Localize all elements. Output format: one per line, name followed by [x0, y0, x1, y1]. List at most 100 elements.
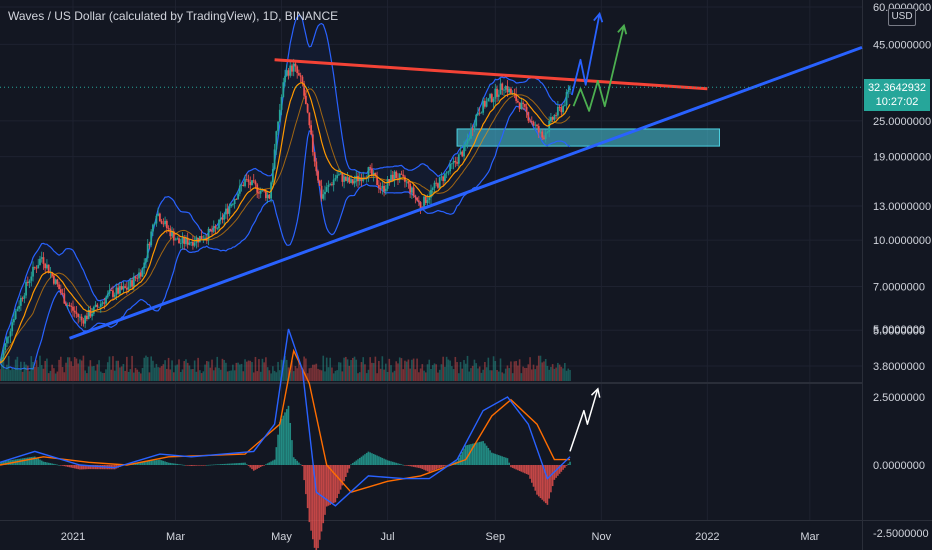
macd-histogram-bar — [567, 463, 570, 465]
volume-bar — [124, 370, 126, 381]
macd-histogram-bar — [444, 465, 446, 466]
volume-bar — [393, 370, 396, 381]
volume-bar — [539, 355, 542, 381]
volume-bar — [435, 364, 438, 381]
candle-body — [240, 184, 243, 186]
macd-histogram-bar — [91, 465, 93, 470]
volume-bar — [343, 357, 345, 381]
candle-body — [483, 100, 486, 107]
candle-body — [515, 93, 518, 101]
candle-body — [113, 294, 116, 297]
currency-badge[interactable]: USD — [888, 8, 916, 26]
candle-body — [258, 192, 260, 194]
candle-body — [299, 75, 302, 77]
volume-bar — [466, 355, 469, 381]
volume-bar — [178, 359, 180, 381]
volume-bar — [543, 361, 545, 381]
candle-body — [332, 179, 335, 186]
candle-body — [223, 214, 226, 220]
candle-body — [110, 290, 113, 292]
macd-histogram-bar — [534, 465, 537, 491]
macd-histogram-bar — [312, 465, 314, 540]
volume-bar — [94, 370, 97, 381]
candle-body — [470, 128, 472, 139]
macd-histogram-bar — [569, 461, 571, 465]
macd-histogram-bar — [379, 457, 382, 465]
volume-bar — [463, 360, 465, 381]
candle-body — [226, 208, 229, 214]
volume-bar — [418, 372, 420, 381]
candle-body — [407, 181, 410, 184]
volume-bar — [350, 359, 352, 381]
candlestick-layer — [0, 58, 571, 364]
macd-histogram-bar — [522, 465, 524, 473]
candle-body — [89, 309, 92, 317]
candle-body — [183, 237, 186, 244]
candle-body — [145, 258, 147, 263]
macd-histogram-bar — [65, 465, 67, 467]
macd-histogram-bar — [525, 465, 528, 475]
macd-histogram-bar — [148, 461, 151, 465]
macd-projection[interactable] — [569, 388, 599, 452]
bar-countdown: 10:27:02 — [875, 96, 919, 108]
volume-bar — [206, 361, 208, 381]
candle-body — [54, 279, 57, 284]
volume-bar — [383, 369, 385, 381]
volume-bar — [499, 358, 502, 381]
candle-body — [2, 349, 5, 358]
candle-body — [172, 231, 175, 241]
candle-body — [91, 313, 94, 317]
macd-histogram-bar — [282, 415, 285, 465]
candle-body — [244, 179, 246, 187]
candle-body — [529, 120, 531, 122]
candle-body — [30, 276, 33, 281]
candle-body — [450, 163, 453, 165]
volume-bar — [553, 368, 556, 381]
volume-bar — [192, 369, 194, 381]
volume-bar — [230, 370, 232, 381]
candle-body — [485, 101, 488, 107]
projection-blue[interactable] — [570, 13, 601, 96]
time-axis-label: May — [271, 531, 292, 543]
candle-body — [405, 181, 408, 183]
macd-histogram-bar — [66, 465, 69, 467]
macd-histogram-bar — [190, 465, 192, 466]
candle-body — [44, 263, 47, 269]
volume-bar — [530, 369, 533, 381]
macd-histogram-bar — [261, 465, 264, 467]
candle-body — [165, 220, 168, 229]
macd-histogram-bar — [442, 465, 444, 467]
macd-histogram-bar — [68, 465, 71, 468]
volume-bar — [172, 372, 175, 381]
macd-histogram-bar — [291, 440, 293, 465]
support-trendline[interactable] — [68, 45, 863, 340]
candle-body — [508, 88, 511, 93]
volume-bar — [424, 372, 427, 381]
volume-bar — [181, 369, 184, 381]
candle-body — [371, 168, 373, 176]
volume-bar — [266, 367, 269, 381]
resistance-trendline[interactable] — [274, 58, 708, 91]
candle-body — [310, 125, 312, 135]
volume-bar — [423, 370, 425, 381]
volume-bar — [49, 370, 52, 381]
macd-histogram-bar — [138, 462, 140, 465]
volume-bar — [331, 367, 333, 381]
candle-body — [242, 184, 245, 187]
candle-body — [115, 287, 118, 295]
macd-histogram-bar — [53, 463, 55, 465]
macd-histogram-bar — [510, 465, 512, 468]
volume-bar — [183, 361, 186, 381]
macd-histogram-bar — [21, 458, 24, 465]
macd-histogram-bar — [77, 465, 80, 470]
projection-green[interactable] — [572, 25, 625, 112]
macd-histogram-bar — [273, 459, 276, 465]
volume-bar — [480, 372, 483, 381]
candle-body — [449, 163, 452, 172]
candle-body — [489, 94, 491, 99]
candle-body — [84, 315, 87, 324]
candle-body — [525, 106, 528, 113]
candle-body — [379, 188, 382, 189]
volume-bar — [459, 361, 462, 381]
